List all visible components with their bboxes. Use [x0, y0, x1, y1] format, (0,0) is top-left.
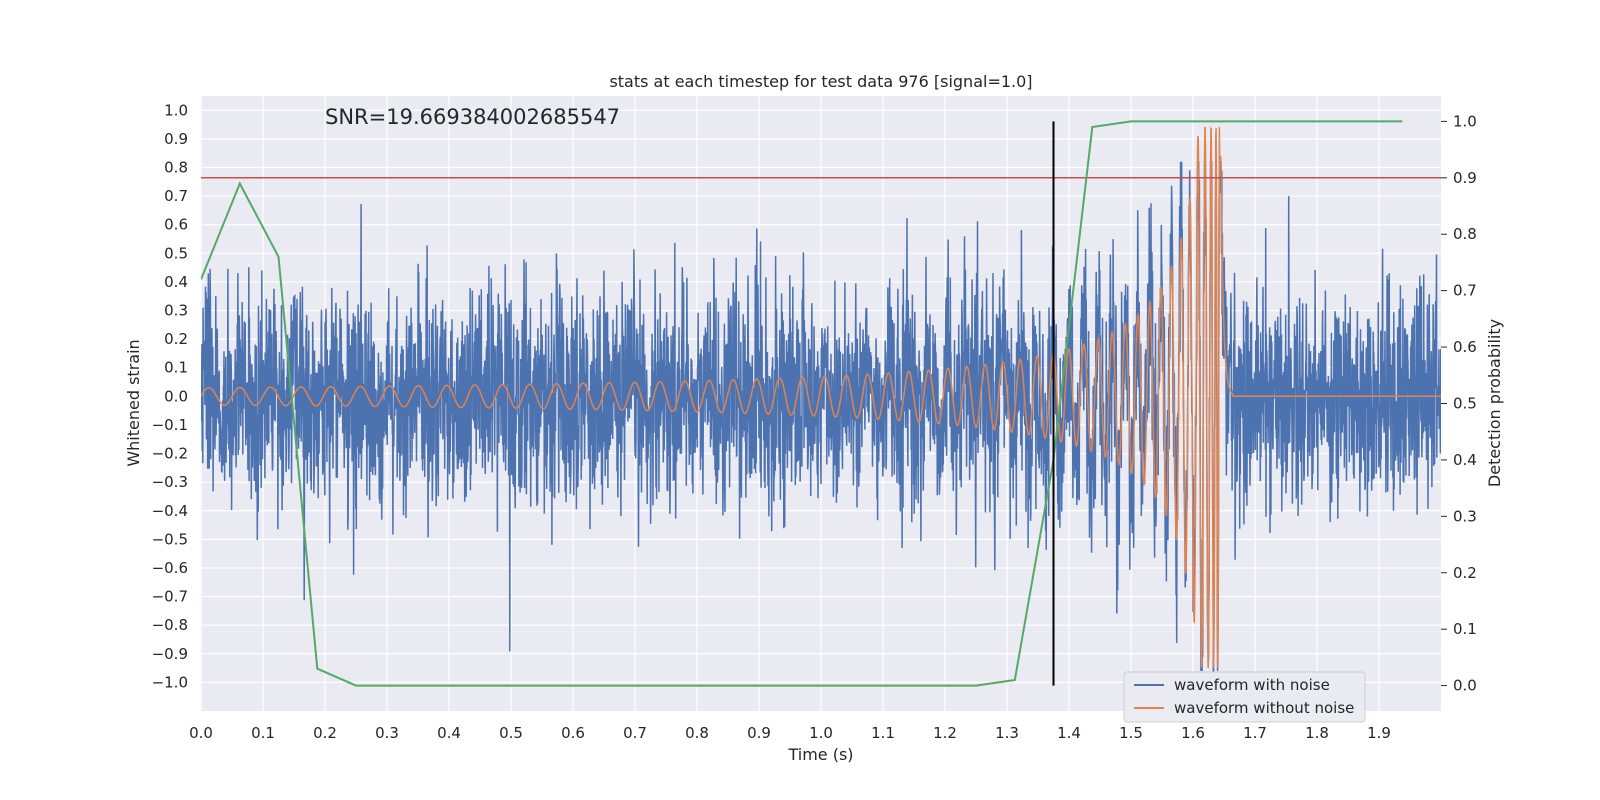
legend-label-noise: waveform with noise: [1174, 676, 1330, 694]
y-tick-label: 0.9: [164, 130, 188, 148]
y2-tick-label: 0.2: [1453, 564, 1477, 582]
series-waveform-with-noise: [201, 161, 1441, 672]
y2-tick-label: 0.0: [1453, 677, 1477, 695]
snr-annotation: SNR=19.669384002685547: [325, 105, 620, 129]
y-tick-label: 0.6: [164, 216, 188, 234]
y-axis-label: Whitened strain: [124, 339, 143, 466]
y-tick-label: −0.2: [152, 445, 188, 463]
x-tick-label: 1.9: [1367, 724, 1391, 742]
y2-tick-label: 0.6: [1453, 338, 1477, 356]
y-tick-label: 0.8: [164, 159, 188, 177]
x-tick-label: 0.8: [685, 724, 709, 742]
y-tick-label: 0.5: [164, 244, 188, 262]
y2-tick-label: 0.7: [1453, 282, 1477, 300]
y2-tick-label: 0.3: [1453, 507, 1477, 525]
chart-title: stats at each timestep for test data 976…: [609, 72, 1032, 91]
y2-tick-label: 0.5: [1453, 395, 1477, 413]
y-axis-ticks: 1.0 0.9 0.8 0.7 0.6 0.5 0.4 0.3 0.2 0.1 0.0 −0.1 −0.…: [152, 101, 188, 691]
x-tick-label: 0.1: [251, 724, 275, 742]
x-tick-label: 1.2: [933, 724, 957, 742]
y-tick-label: −0.5: [152, 530, 188, 548]
x-tick-label: 1.4: [1057, 724, 1081, 742]
y-tick-label: 0.2: [164, 330, 188, 348]
y2-axis-ticks: 1.0 0.9 0.8 0.7 0.6 0.5 0.4 0.3 0.2 0.1 0.0: [1441, 112, 1477, 695]
x-tick-label: 0.4: [437, 724, 461, 742]
x-tick-label: 0.7: [623, 724, 647, 742]
y-tick-label: −0.6: [152, 559, 188, 577]
x-tick-label: 1.0: [809, 724, 833, 742]
x-tick-label: 0.3: [375, 724, 399, 742]
legend-label-clean: waveform without noise: [1174, 699, 1354, 717]
y2-tick-label: 0.4: [1453, 451, 1477, 469]
y-tick-label: −0.3: [152, 473, 188, 491]
y-tick-label: 0.4: [164, 273, 188, 291]
series-detection-probability: [201, 120, 1403, 687]
x-tick-label: 1.6: [1181, 724, 1205, 742]
y-tick-label: 0.3: [164, 302, 188, 320]
y2-tick-label: 1.0: [1453, 112, 1477, 130]
y-tick-label: 0.7: [164, 187, 188, 205]
y-tick-label: −0.9: [152, 645, 188, 663]
series-waveform-without-noise: [201, 126, 1441, 669]
x-tick-label: 1.8: [1305, 724, 1329, 742]
x-tick-label: 1.3: [995, 724, 1019, 742]
x-tick-label: 0.0: [189, 724, 213, 742]
x-tick-label: 1.7: [1243, 724, 1267, 742]
y2-axis-label: Detection probability: [1485, 319, 1504, 487]
legend: waveform with noise waveform without noi…: [1123, 671, 1366, 723]
y2-tick-label: 0.8: [1453, 225, 1477, 243]
x-tick-label: 0.2: [313, 724, 337, 742]
y-tick-label: −0.7: [152, 588, 188, 606]
x-axis-ticks: 0.0 0.1 0.2 0.3 0.4 0.5 0.6 0.7 0.8 0.9 1.0 1.1 1.2 1…: [189, 724, 1391, 742]
y-tick-label: −1.0: [152, 673, 188, 691]
y2-tick-label: 0.9: [1453, 169, 1477, 187]
x-tick-label: 0.9: [747, 724, 771, 742]
y-tick-label: 1.0: [164, 101, 188, 119]
y-tick-label: −0.8: [152, 616, 188, 634]
y-tick-label: 0.1: [164, 359, 188, 377]
x-tick-label: 1.5: [1119, 724, 1143, 742]
x-tick-label: 0.5: [499, 724, 523, 742]
y-tick-label: 0.0: [164, 387, 188, 405]
x-axis-label: Time (s): [787, 745, 853, 764]
x-tick-label: 0.6: [561, 724, 585, 742]
x-tick-label: 1.1: [871, 724, 895, 742]
y-tick-label: −0.4: [152, 502, 188, 520]
series-layer: [201, 120, 1441, 687]
y-tick-label: −0.1: [152, 416, 188, 434]
legend-box: [1123, 671, 1366, 723]
y2-tick-label: 0.1: [1453, 620, 1477, 638]
